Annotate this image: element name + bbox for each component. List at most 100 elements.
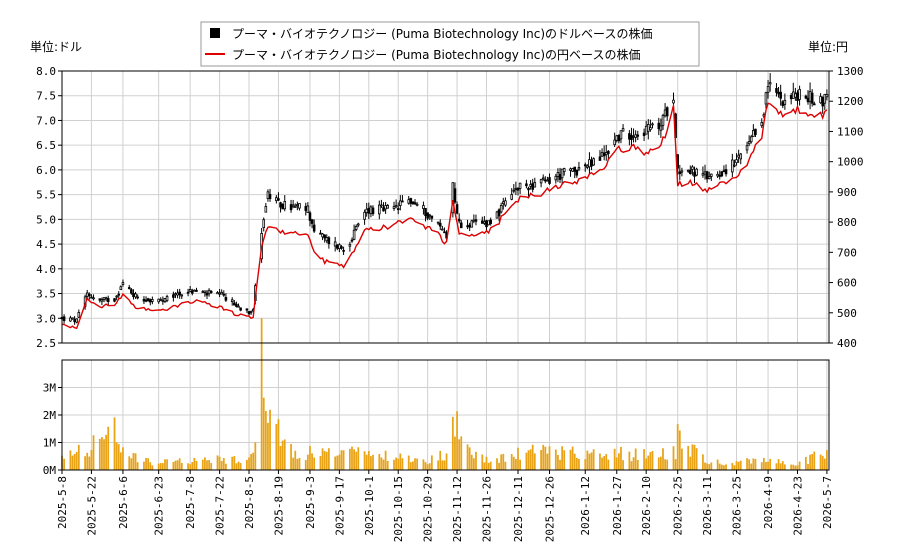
volume-bar xyxy=(63,458,65,470)
volume-bar xyxy=(475,451,477,470)
volume-bar xyxy=(643,449,645,470)
date-tick-label: 2025-7-22 xyxy=(214,476,227,536)
volume-bar xyxy=(351,446,353,470)
volume-bar xyxy=(504,461,507,470)
volume-bar xyxy=(578,458,580,470)
volume-bar xyxy=(430,455,433,470)
candle-body xyxy=(247,311,251,315)
candle-body xyxy=(88,293,91,296)
volume-bar xyxy=(380,457,383,470)
volume-bar xyxy=(454,436,456,470)
candle-body xyxy=(239,307,242,311)
volume-bar xyxy=(819,454,822,470)
candle-body xyxy=(85,292,89,298)
volume-bar xyxy=(267,422,269,470)
legend-dollar-marker xyxy=(210,28,220,38)
candle-body xyxy=(352,229,356,240)
candle-body xyxy=(600,152,604,157)
candle-body xyxy=(136,296,139,299)
candle-body xyxy=(224,297,228,301)
volume-bar xyxy=(599,453,601,470)
volume-bar xyxy=(136,462,139,470)
yen-tick-label: 900 xyxy=(837,186,857,199)
volume-bar xyxy=(246,459,248,470)
volume-bar xyxy=(592,449,595,470)
volume-bar xyxy=(105,434,108,470)
candle-body xyxy=(172,294,175,298)
yen-tick-label: 1100 xyxy=(837,125,864,138)
candle-body xyxy=(100,299,104,302)
volume-bar xyxy=(424,462,427,470)
yen-axis-ticks: 400 500 600 700 800 900 1000 1100 1200 1300 xyxy=(829,65,864,350)
candle-body xyxy=(764,92,768,105)
legend-yen-label: プーマ・バイオテクノロジー (Puma Biotechnology Inc)の円… xyxy=(232,47,640,62)
volume-bar xyxy=(781,461,784,470)
volume-bar xyxy=(86,452,89,470)
volume-bar xyxy=(540,449,542,470)
candle-body xyxy=(722,170,726,173)
candle-body xyxy=(590,159,593,167)
volume-bar xyxy=(783,464,786,470)
volume-bar xyxy=(660,456,662,470)
candle-body xyxy=(203,290,207,293)
volume-bar xyxy=(798,461,801,470)
candle-body xyxy=(283,201,287,210)
volume-bar xyxy=(559,459,561,470)
volume-bar xyxy=(117,444,120,470)
volume-bar xyxy=(557,455,559,470)
volume-bar xyxy=(485,456,488,470)
volume-bar xyxy=(502,453,505,470)
candle-body xyxy=(193,289,196,292)
volume-bar xyxy=(319,455,322,470)
volume-bar xyxy=(325,451,328,470)
candle-body xyxy=(617,134,621,142)
volume-bar xyxy=(704,462,706,470)
yen-tick-label: 600 xyxy=(837,277,857,290)
volume-bar xyxy=(790,464,793,470)
volume-bar xyxy=(292,457,295,470)
volume-bar xyxy=(693,444,696,470)
yen-tick-label: 400 xyxy=(837,337,857,350)
candle-body xyxy=(512,189,516,192)
candle-body xyxy=(441,228,444,231)
volume-bar xyxy=(483,462,486,470)
volume-bar xyxy=(678,430,681,470)
volume-bar xyxy=(298,457,301,470)
volume-bar xyxy=(632,457,635,470)
candle-body xyxy=(791,91,795,99)
yen-tick-label: 700 xyxy=(837,246,857,259)
candle-body xyxy=(686,169,690,172)
candle-body xyxy=(716,173,719,177)
volume-bar xyxy=(283,439,286,470)
candle-body xyxy=(573,166,577,172)
candle-body xyxy=(422,205,425,209)
date-tick-label: 2025-7-8 xyxy=(184,476,197,529)
candle-body xyxy=(701,173,705,176)
candle-body xyxy=(602,152,606,157)
candle-body xyxy=(142,298,146,302)
candle-body xyxy=(104,297,108,300)
volume-bar xyxy=(649,452,652,470)
candle-body xyxy=(560,168,564,179)
candle-body xyxy=(693,171,696,177)
candle-body xyxy=(733,164,736,167)
candle-body xyxy=(98,298,102,301)
candle-body xyxy=(350,239,354,242)
candle-body xyxy=(695,168,698,176)
volume-bar xyxy=(357,447,360,470)
candle-body xyxy=(531,183,534,190)
volume-bar xyxy=(399,453,402,470)
candle-body xyxy=(411,201,415,204)
date-tick-label: 2026-2-10 xyxy=(640,476,653,536)
volume-bar xyxy=(498,462,500,470)
volume-bar xyxy=(622,460,624,470)
candle-body xyxy=(457,218,461,222)
candle-body xyxy=(588,159,591,168)
volume-bar xyxy=(262,397,265,470)
candle-body xyxy=(176,292,179,296)
volume-bar xyxy=(235,463,238,470)
volume-bar xyxy=(725,464,727,470)
candle-body xyxy=(304,206,308,211)
volume-bar xyxy=(615,457,618,470)
volume-bar xyxy=(145,457,147,470)
